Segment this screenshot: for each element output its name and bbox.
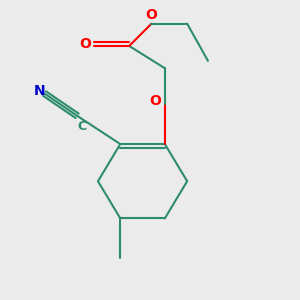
Text: O: O xyxy=(146,8,158,22)
Text: O: O xyxy=(79,37,91,51)
Text: N: N xyxy=(33,84,45,98)
Text: C: C xyxy=(77,120,86,133)
Text: O: O xyxy=(149,94,161,108)
